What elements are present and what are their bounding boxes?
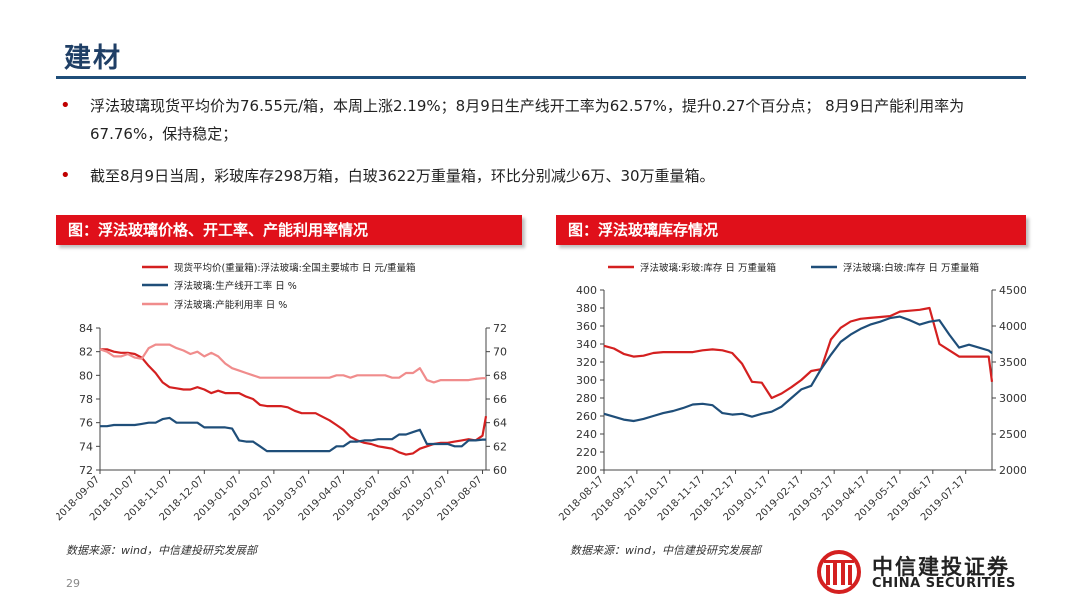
left-tick-label: 260: [576, 410, 597, 423]
left-tick-label: 82: [79, 346, 93, 359]
legend-label-1: 现货平均价(重量箱):浮法玻璃:全国主要城市 日 元/重量箱: [174, 262, 416, 274]
right-tick-label: 3500: [999, 356, 1026, 369]
right-tick-label: 3000: [999, 392, 1026, 405]
citic-logo-icon: [817, 550, 861, 594]
left-tick-label: 80: [79, 369, 93, 382]
left-tick-label: 320: [576, 356, 597, 369]
page-number: 29: [66, 577, 80, 590]
left-tick-label: 220: [576, 446, 597, 459]
left-tick-label: 380: [576, 302, 597, 315]
left-tick-label: 400: [576, 284, 597, 297]
series-line-3: [99, 343, 486, 384]
page-title: 建材: [64, 43, 122, 74]
right-tick-label: 4000: [999, 320, 1026, 333]
left-tick-label: 360: [576, 320, 597, 333]
logo-english-text: CHINA SECURITIES: [872, 576, 1016, 591]
bullet-dot-icon: •: [60, 95, 71, 116]
chart2-source: 数据来源：wind，中信建投研究发展部: [570, 544, 762, 557]
legend-label-3: 浮法玻璃:产能利用率 日 %: [174, 299, 287, 311]
left-tick-label: 72: [79, 464, 93, 477]
left-tick-label: 200: [576, 464, 597, 477]
right-tick-label: 72: [493, 322, 507, 335]
right-tick-label: 68: [493, 369, 507, 382]
series-line-1: [603, 306, 994, 400]
bullet-point-2: • 截至8月9日当周，彩玻库存298万箱，白玻3622万重量箱，环比分别减少6万…: [60, 162, 1020, 190]
left-tick-label: 240: [576, 428, 597, 441]
legend-label-2: 浮法玻璃:白玻:库存 日 万重量箱: [843, 262, 979, 274]
logo-chinese-text: 中信建投证券: [872, 555, 1010, 579]
left-tick-label: 76: [79, 417, 93, 430]
bullet-text-2: 截至8月9日当周，彩玻库存298万箱，白玻3622万重量箱，环比分别减少6万、3…: [90, 167, 715, 185]
bullet-text-1: 浮法玻璃现货平均价为76.55元/箱，本周上涨2.19%；8月9日生产线开工率为…: [90, 97, 965, 143]
right-tick-label: 64: [493, 417, 507, 430]
left-tick-label: 300: [576, 374, 597, 387]
series-line-1: [100, 348, 488, 456]
chart1-header: 图：浮法玻璃价格、开工率、产能利用率情况: [56, 215, 522, 245]
inventory-chart: 200 220 240 260 280 300 320 340 360 380 400 2000 250…: [557, 262, 1026, 523]
bullet-dot-icon: •: [60, 165, 71, 186]
company-logo: 中信建投证券 CHINA SECURITIES: [814, 548, 1034, 596]
price-utilization-chart: 72747678808284606264666870722018-09-0720…: [56, 262, 507, 523]
legend-label-2: 浮法玻璃:生产线开工率 日 %: [174, 280, 297, 292]
right-tick-label: 70: [493, 346, 507, 359]
right-tick-label: 66: [493, 393, 507, 406]
title-divider: [56, 76, 1026, 79]
bullet-point-1: • 浮法玻璃现货平均价为76.55元/箱，本周上涨2.19%；8月9日生产线开工…: [60, 92, 1020, 148]
right-tick-label: 4500: [999, 284, 1026, 297]
series-line-2: [603, 315, 993, 423]
right-tick-label: 2500: [999, 428, 1026, 441]
chart1-source: 数据来源：wind，中信建投研究发展部: [66, 544, 258, 557]
right-tick-label: 62: [493, 440, 507, 453]
left-tick-label: 84: [79, 322, 93, 335]
series-line-2: [100, 416, 486, 453]
left-tick-label: 280: [576, 392, 597, 405]
legend-label-1: 浮法玻璃:彩玻:库存 日 万重量箱: [640, 262, 776, 274]
right-tick-label: 2000: [999, 464, 1026, 477]
chart2-header: 图：浮法玻璃库存情况: [556, 215, 1026, 245]
left-tick-label: 340: [576, 338, 597, 351]
left-tick-label: 74: [79, 440, 93, 453]
left-tick-label: 78: [79, 393, 93, 406]
right-tick-label: 60: [493, 464, 507, 477]
